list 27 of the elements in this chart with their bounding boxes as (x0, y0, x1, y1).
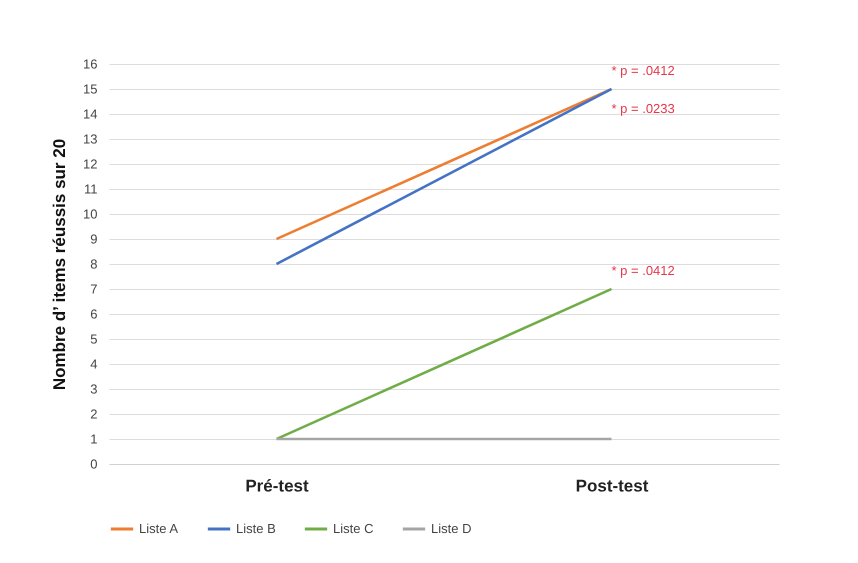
x-tick-label: Pré-test (245, 476, 309, 496)
annotation: * p = .0412 (612, 263, 675, 278)
y-tick-label: 9 (90, 232, 98, 246)
y-tick-label: 6 (90, 306, 98, 322)
legend-label: Liste D (431, 521, 472, 536)
legend-label: Liste B (236, 521, 276, 536)
y-tick-label: 10 (83, 206, 98, 222)
y-tick-label: 0 (90, 456, 98, 472)
y-tick-label: 4 (90, 356, 98, 372)
y-tick-label: 7 (90, 282, 98, 296)
y-tick-label: 3 (90, 382, 98, 396)
y-tick-label: 1 (90, 432, 98, 446)
y-tick-label: 15 (83, 82, 98, 96)
legend-label: Liste A (139, 521, 178, 536)
y-tick-label: 8 (90, 256, 98, 272)
y-tick-label: 13 (83, 132, 98, 146)
annotation: * p = .0233 (612, 101, 675, 116)
y-axis-title: Nombre d’ items réussis sur 20 (50, 138, 70, 390)
y-tick-label: 5 (90, 332, 98, 346)
x-tick-label: Post-test (576, 476, 649, 496)
y-tick-label: 12 (83, 156, 98, 172)
y-tick-label: 11 (84, 182, 98, 196)
legend-label: Liste C (333, 521, 374, 536)
y-tick-label: 16 (83, 56, 98, 72)
y-tick-label: 2 (90, 406, 98, 422)
annotation: * p = .0412 (612, 63, 675, 78)
y-tick-label: 14 (83, 106, 98, 122)
